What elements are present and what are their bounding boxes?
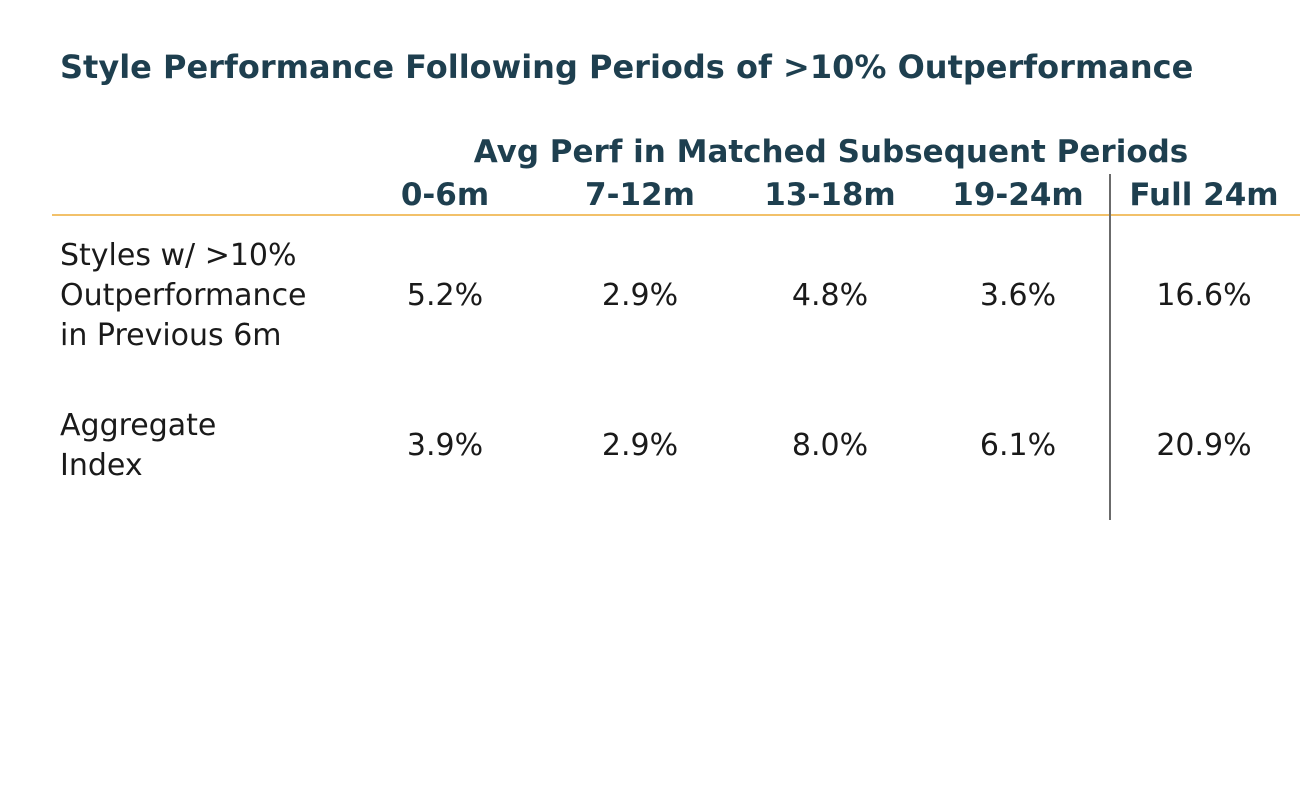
col-header-full-24m: Full 24m (1129, 177, 1279, 213)
table-cell: 8.0% (791, 428, 869, 463)
table-cell: 3.6% (979, 278, 1057, 313)
row-label-line: Outperformance (60, 278, 307, 313)
table-cell: 20.9% (1156, 428, 1252, 463)
table-cell: 5.2% (406, 278, 484, 313)
table-cell: 6.1% (979, 428, 1057, 463)
table-cell: 4.8% (791, 278, 869, 313)
header-rule (52, 214, 1300, 216)
row-label-aggregate: Aggregate Index (60, 406, 216, 486)
full-period-divider (1109, 174, 1111, 520)
col-header-0-6m: 0-6m (400, 177, 490, 213)
table-cell: 16.6% (1156, 278, 1252, 313)
col-header-7-12m: 7-12m (585, 177, 695, 213)
table-cell: 3.9% (406, 428, 484, 463)
table-cell: 2.9% (601, 278, 679, 313)
row-label-line: Styles w/ >10% (60, 238, 297, 273)
row-label-line: in Previous 6m (60, 318, 282, 353)
chart-title: Style Performance Following Periods of >… (60, 48, 1194, 86)
row-label-line: Index (60, 448, 143, 483)
col-header-13-18m: 13-18m (764, 177, 896, 213)
col-header-19-24m: 19-24m (952, 177, 1084, 213)
row-label-styles: Styles w/ >10% Outperformance in Previou… (60, 236, 307, 356)
row-label-line: Aggregate (60, 408, 217, 443)
table-cell: 2.9% (601, 428, 679, 463)
group-header: Avg Perf in Matched Subsequent Periods (473, 134, 1189, 170)
